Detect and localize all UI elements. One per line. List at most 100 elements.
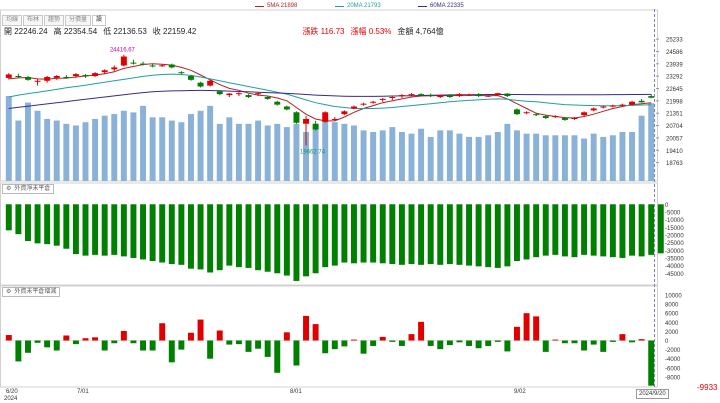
net-change-bar [504, 340, 511, 352]
net-position-bar [485, 204, 492, 268]
settings-icon[interactable]: ⚙ [6, 289, 12, 295]
candle-body [523, 112, 530, 114]
tab-settings[interactable]: 設 [92, 15, 107, 26]
net-change-bar [322, 340, 329, 354]
legend-label-ma60: 60MA 22335 [430, 3, 464, 9]
net-change-bar [140, 340, 147, 351]
volume-bar [513, 130, 520, 181]
price-tick-label: 21351 [666, 112, 683, 118]
net-position-bar [542, 204, 549, 256]
volume-bar [312, 127, 319, 181]
net-position-bar [140, 204, 147, 260]
net-tick-label: -15000 [665, 226, 684, 232]
net-position-bar [149, 204, 156, 261]
close-value: 收 22159.42 [152, 27, 197, 36]
candle-body [542, 116, 549, 118]
net-position-bar [437, 204, 444, 265]
tab-trend[interactable]: 趨勢 [44, 15, 65, 26]
net-position-bar [360, 204, 367, 263]
net-change-bar [178, 340, 185, 350]
volume-bar [168, 120, 175, 181]
volume-bar [44, 118, 51, 181]
volume-bar [504, 123, 511, 181]
net-change-bar [600, 340, 607, 352]
volume-bar [427, 136, 434, 181]
candle-body [466, 94, 473, 96]
candle-body [446, 95, 453, 97]
settings-icon[interactable]: ⚙ [6, 186, 12, 192]
candle-body [283, 106, 290, 110]
crosshair-line [654, 9, 656, 387]
price-tick-label: 22645 [666, 87, 683, 93]
net-position-bar [571, 204, 578, 258]
candle-body [140, 63, 147, 65]
volume-bar [120, 110, 127, 181]
volume-bar [322, 120, 329, 181]
net-position-bar [648, 204, 655, 255]
change-tick-label: 6000 [665, 312, 679, 318]
net-tick-label: -35000 [665, 256, 684, 262]
net-panel-title[interactable]: ⚙ 外資淨未平倉 [2, 184, 55, 194]
volume-bar [235, 123, 242, 181]
low-value: 低 22136.53 [103, 27, 147, 36]
net-position-bar [322, 204, 329, 268]
volume-bar [72, 125, 79, 181]
net-change-bar [130, 340, 137, 344]
net-change-bar [187, 332, 194, 341]
net-tick-label: -25000 [665, 241, 684, 247]
candle-body [609, 105, 616, 107]
net-position-bar [235, 204, 242, 268]
net-change-bar [303, 315, 310, 341]
volume-bar [293, 123, 300, 181]
price-axis: 25233 24586 23939 23292 22645 21998 21351 20704… [656, 38, 683, 167]
tab-ma[interactable]: 均線 [2, 15, 23, 26]
change-tick-label: 8000 [665, 303, 679, 309]
net-position-bar [197, 204, 204, 270]
net-change-bar [609, 340, 616, 342]
net-change-bar [475, 340, 482, 349]
x-tick-2: 8/01 [290, 389, 302, 395]
volume-bar [475, 136, 482, 181]
net-change-bar [226, 340, 233, 345]
volume-bar [159, 117, 166, 181]
volume-bar [341, 123, 348, 181]
moving-average-lines [8, 63, 652, 122]
candlesticks [5, 54, 655, 146]
candle-body [370, 101, 377, 103]
candle-body [149, 65, 156, 67]
tab-volume-profile[interactable]: 分價量 [65, 15, 92, 26]
net-position-bar [629, 204, 636, 256]
change-panel-title[interactable]: ⚙ 外資未平倉增減 [2, 287, 61, 297]
volume-bar [485, 135, 492, 181]
legend-label-ma20: 20MA 21793 [347, 3, 381, 9]
net-position-bar [456, 204, 463, 265]
ma5-line [8, 63, 652, 122]
net-position-bar [5, 204, 12, 231]
volume-bars [5, 96, 655, 181]
net-position-bar [44, 204, 51, 245]
net-position-bar [504, 204, 511, 267]
net-change-bars [4, 313, 656, 386]
volume-bar [619, 132, 626, 181]
candle-body [475, 94, 482, 97]
ma60-line [8, 89, 652, 109]
candle-body [590, 108, 597, 111]
net-position-bar [341, 204, 348, 263]
volume-bar [466, 136, 473, 181]
tab-bollinger[interactable]: 布林 [23, 15, 44, 26]
volume-bar [648, 103, 655, 181]
volume-bar [494, 132, 501, 181]
candle-body [437, 95, 444, 97]
net-change-bar [456, 340, 463, 343]
candle-body [226, 93, 233, 96]
net-change-bar [111, 340, 118, 344]
net-position-bar [264, 204, 271, 272]
change-value: 漲跌 116.73 [302, 27, 345, 36]
candle-body [130, 62, 137, 64]
net-position-bar [513, 204, 520, 261]
net-change-bar [53, 340, 60, 351]
net-change-bar [638, 339, 645, 341]
price-tick-label: 19410 [666, 149, 683, 155]
volume-bar [15, 120, 22, 181]
volume-bar [379, 130, 386, 181]
